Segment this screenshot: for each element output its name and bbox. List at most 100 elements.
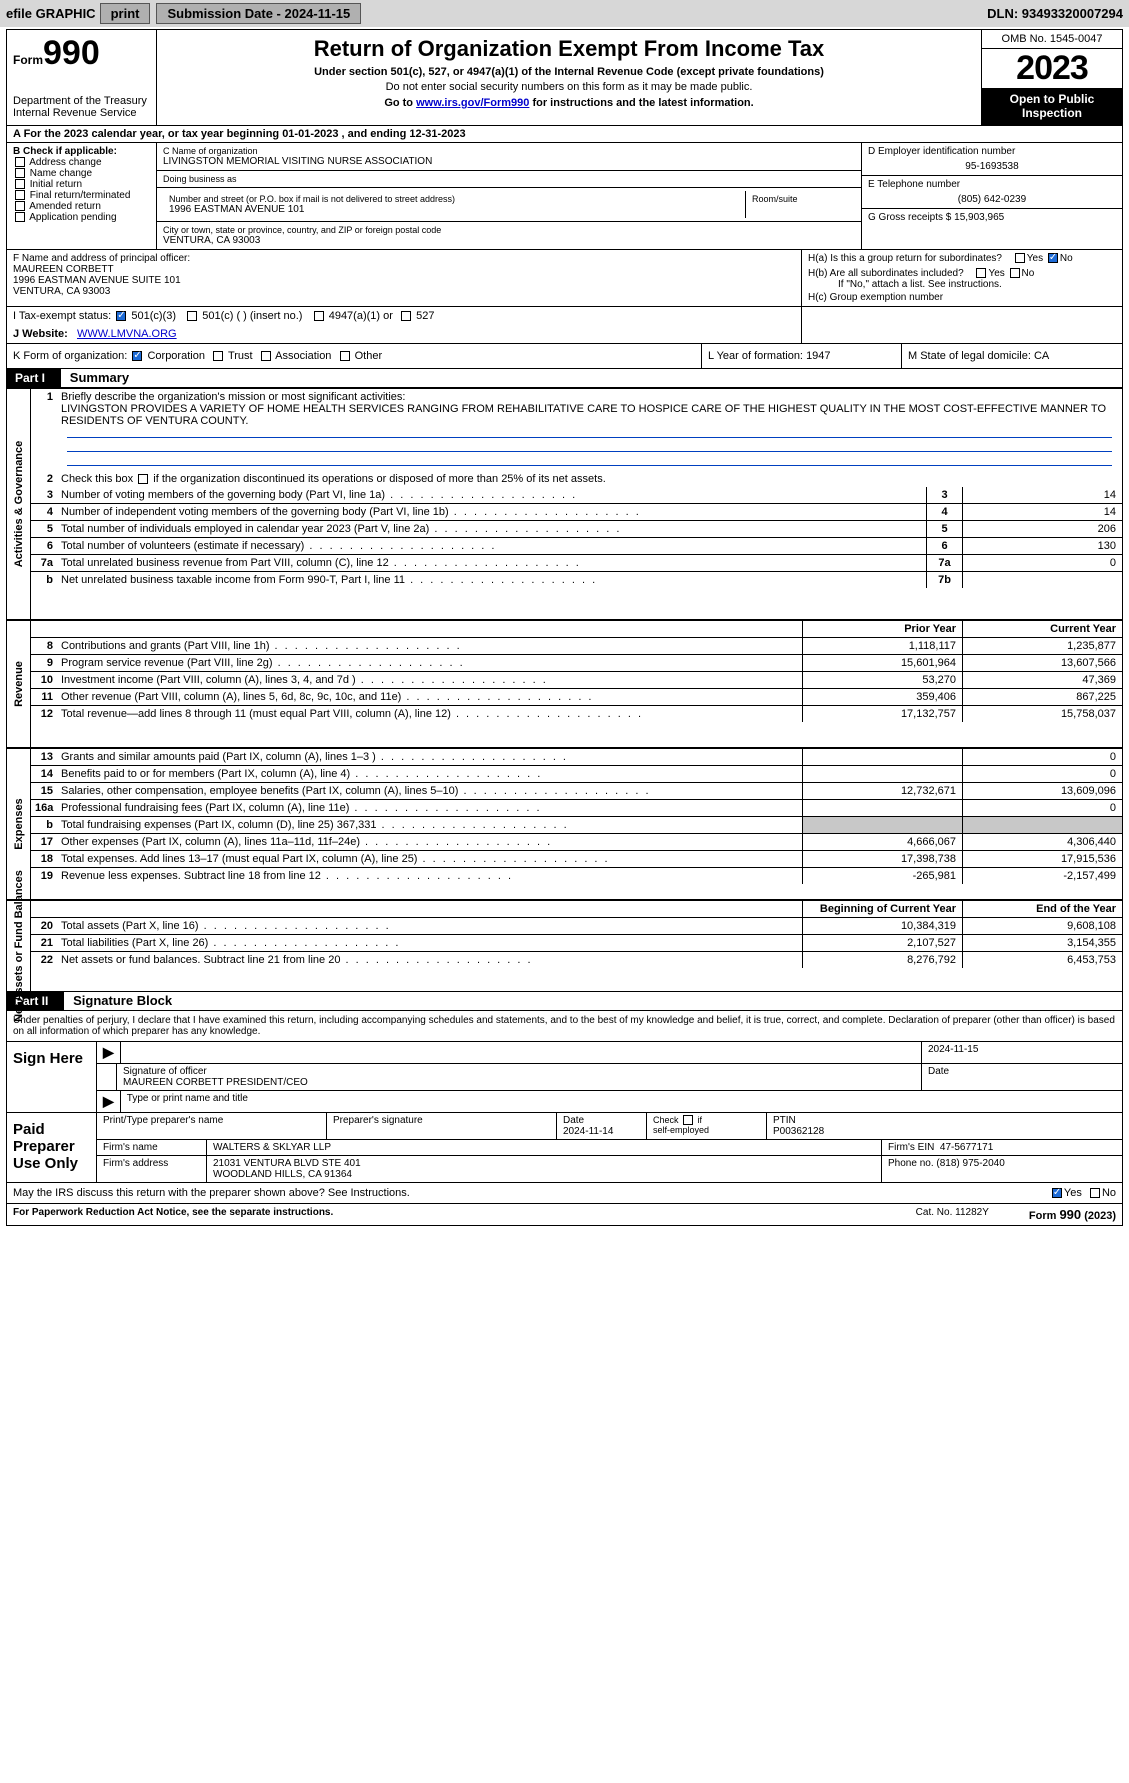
section-f: F Name and address of principal officer:… [7, 250, 802, 306]
section-m: M State of legal domicile: CA [902, 344, 1122, 368]
domicile-value: CA [1034, 350, 1049, 362]
chk-self-employed[interactable] [683, 1115, 693, 1125]
dln-label: DLN: 93493320007294 [987, 6, 1123, 21]
chk-501c[interactable] [187, 311, 197, 321]
section-deg: D Employer identification number 95-1693… [862, 143, 1122, 249]
chk-4947[interactable] [314, 311, 324, 321]
form-subtitle-2: Do not enter social security numbers on … [165, 81, 973, 93]
dept-treasury: Department of the Treasury [13, 95, 150, 107]
chk-amended-return[interactable]: Amended return [13, 201, 150, 212]
tax-year: 2023 [982, 49, 1122, 88]
hb-label: H(b) Are all subordinates included? [808, 268, 964, 279]
ptin-value: P00362128 [773, 1126, 824, 1137]
tax-status-label: I Tax-exempt status: [13, 310, 111, 322]
firm-addr-label: Firm's address [97, 1156, 207, 1182]
q1-mission-text: LIVINGSTON PROVIDES A VARIETY OF HOME HE… [61, 403, 1106, 427]
col-prior-year: Prior Year [802, 621, 962, 637]
chk-501c3[interactable] [116, 311, 126, 321]
section-ij: I Tax-exempt status: 501(c)(3) 501(c) ( … [7, 307, 802, 343]
mission-line-1 [67, 427, 1112, 438]
paid-preparer-label: Paid Preparer Use Only [7, 1113, 97, 1182]
chk-lbl-final: Final return/terminated [30, 190, 131, 201]
form-no: 990 [43, 34, 100, 72]
chk-trust[interactable] [213, 351, 223, 361]
assoc-label: Association [275, 350, 331, 362]
room-suite-label: Room/suite [745, 191, 855, 218]
perjury-statement: Under penalties of perjury, I declare th… [7, 1011, 1122, 1042]
year-formation-value: 1947 [806, 350, 830, 362]
hb-no-box[interactable] [1010, 268, 1020, 278]
discuss-yes-box[interactable] [1052, 1188, 1062, 1198]
chk-527[interactable] [401, 311, 411, 321]
date-label: Date [922, 1064, 1122, 1090]
chk-lbl-pending: Application pending [29, 212, 116, 223]
officer-signature-cell [121, 1042, 922, 1063]
line-a-calendar-year: A For the 2023 calendar year, or tax yea… [7, 126, 1122, 143]
mission-line-3 [67, 455, 1112, 466]
form990-link[interactable]: www.irs.gov/Form990 [416, 97, 529, 109]
submission-date-button[interactable]: Submission Date - 2024-11-15 [156, 3, 361, 24]
chk-discontinued[interactable] [138, 474, 148, 484]
hb-yes-box[interactable] [976, 268, 986, 278]
form-org-label: K Form of organization: [13, 350, 127, 362]
efile-label: efile GRAPHIC [6, 6, 96, 21]
gross-value: 15,903,965 [954, 212, 1004, 223]
domicile-label: M State of legal domicile: [908, 350, 1031, 362]
firm-addr2: WOODLAND HILLS, CA 91364 [213, 1169, 875, 1180]
hc-label: H(c) Group exemption number [808, 292, 1116, 303]
phone-value: (805) 642-0239 [868, 190, 1116, 205]
dba-label: Doing business as [163, 174, 855, 184]
section-c: C Name of organization LIVINGSTON MEMORI… [157, 143, 862, 249]
chk-assoc[interactable] [261, 351, 271, 361]
ha-no-box[interactable] [1048, 253, 1058, 263]
officer-label: F Name and address of principal officer: [13, 253, 795, 264]
form-header: Form990 Department of the Treasury Inter… [7, 30, 1122, 126]
section-l: L Year of formation: 1947 [702, 344, 902, 368]
501c3-label: 501(c)(3) [131, 310, 176, 322]
chk-lbl-initial: Initial return [30, 179, 82, 190]
ha-yes-box[interactable] [1015, 253, 1025, 263]
form-word: Form [13, 53, 43, 67]
chk-final-return[interactable]: Final return/terminated [13, 190, 150, 201]
officer-addr: 1996 EASTMAN AVENUE SUITE 101 [13, 275, 795, 286]
section-k: K Form of organization: Corporation Trus… [7, 344, 702, 368]
prep-date-label: Date [563, 1115, 584, 1126]
501c-other-label: 501(c) ( ) (insert no.) [202, 310, 302, 322]
prep-name-label: Print/Type preparer's name [97, 1113, 327, 1139]
firm-name-label: Firm's name [97, 1140, 207, 1155]
goto-post: for instructions and the latest informat… [529, 97, 753, 109]
hb-note: If "No," attach a list. See instructions… [808, 279, 1116, 290]
chk-other[interactable] [340, 351, 350, 361]
ptin-label: PTIN [773, 1115, 796, 1126]
goto-pre: Go to [384, 97, 416, 109]
section-b: B Check if applicable: Address change Na… [7, 143, 157, 249]
chk-application-pending[interactable]: Application pending [13, 212, 150, 223]
chk-initial-return[interactable]: Initial return [13, 179, 150, 190]
form-container: Form990 Department of the Treasury Inter… [6, 29, 1123, 1226]
top-toolbar: efile GRAPHIC print Submission Date - 20… [0, 0, 1129, 27]
firm-phone: (818) 975-2040 [936, 1158, 1004, 1169]
form-subtitle-1: Under section 501(c), 527, or 4947(a)(1)… [165, 66, 973, 78]
ein-value: 95-1693538 [868, 157, 1116, 172]
website-label: J Website: [13, 328, 68, 340]
part1-header: Part I [7, 369, 61, 387]
vtab-net-assets: Net Assets or Fund Balances [7, 901, 31, 991]
gross-label: G Gross receipts $ [868, 212, 951, 223]
discuss-text: May the IRS discuss this return with the… [13, 1187, 410, 1199]
chk-address-change[interactable]: Address change [13, 157, 150, 168]
print-button[interactable]: print [100, 3, 151, 24]
part2-title: Signature Block [67, 993, 172, 1008]
chk-lbl-address: Address change [29, 157, 101, 168]
website-link[interactable]: WWW.LMVNA.ORG [77, 328, 177, 340]
firm-ein-label: Firm's EIN [888, 1142, 934, 1153]
pra-notice: For Paperwork Reduction Act Notice, see … [13, 1207, 333, 1222]
ha-label: H(a) Is this a group return for subordin… [808, 253, 1002, 264]
q2-text: Check this box if the organization disco… [57, 471, 1122, 487]
discuss-no-box[interactable] [1090, 1188, 1100, 1198]
section-b-label: B Check if applicable: [13, 146, 150, 157]
chk-corp[interactable] [132, 351, 142, 361]
other-label: Other [355, 350, 383, 362]
part1-title: Summary [64, 370, 129, 385]
chk-lbl-name: Name change [30, 168, 92, 179]
chk-name-change[interactable]: Name change [13, 168, 150, 179]
